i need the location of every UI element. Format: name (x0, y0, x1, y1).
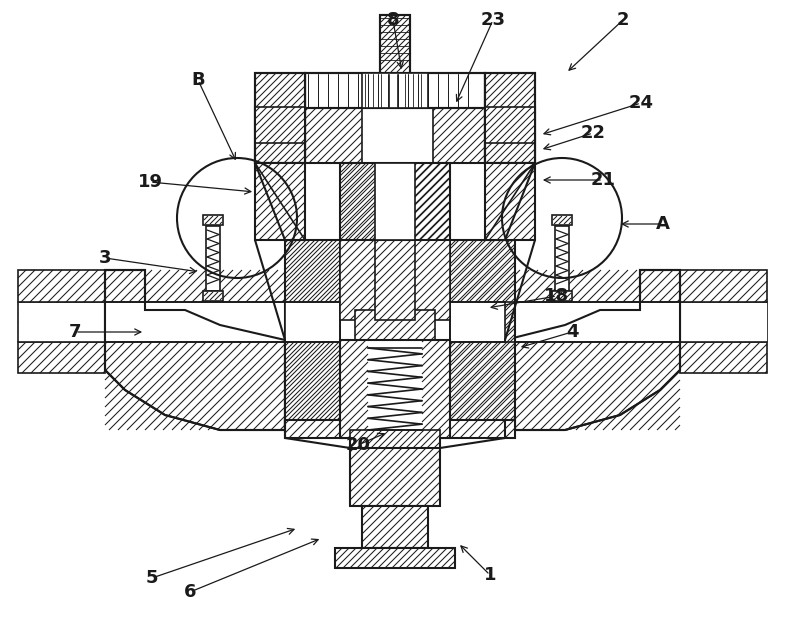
Bar (305, 107, 485, 163)
Text: 21: 21 (590, 171, 615, 189)
Bar (340, 340, 450, 438)
Bar (340, 240, 450, 385)
Bar (18, 302, 105, 342)
Bar (285, 240, 515, 430)
Bar (285, 302, 340, 342)
Text: 4: 4 (566, 323, 579, 341)
Bar (340, 163, 450, 240)
Text: 18: 18 (545, 287, 570, 305)
Bar (362, 506, 428, 548)
Text: 6: 6 (184, 583, 196, 601)
Text: 24: 24 (629, 94, 653, 112)
Bar (485, 163, 535, 240)
Text: 20: 20 (345, 436, 371, 454)
Bar (375, 162, 415, 320)
Bar (362, 107, 433, 163)
Text: 23: 23 (480, 11, 506, 29)
Bar (450, 302, 505, 342)
Bar (350, 430, 440, 448)
Text: B: B (192, 71, 205, 89)
Text: 19: 19 (137, 173, 162, 191)
Bar (206, 226, 220, 291)
Polygon shape (505, 270, 680, 430)
Text: 2: 2 (617, 11, 630, 29)
Bar (680, 270, 767, 373)
Text: 22: 22 (580, 124, 605, 142)
Text: 1: 1 (484, 566, 496, 584)
Bar (555, 226, 569, 291)
Polygon shape (105, 270, 285, 430)
Bar (680, 302, 767, 342)
Bar (350, 448, 440, 506)
Bar (203, 291, 223, 301)
Text: 7: 7 (69, 323, 82, 341)
Text: 5: 5 (146, 569, 159, 587)
Bar (355, 310, 435, 340)
Bar (485, 107, 535, 163)
Bar (340, 240, 450, 385)
Text: 3: 3 (99, 249, 111, 267)
Bar (340, 240, 450, 320)
Bar (485, 73, 535, 163)
Bar (335, 548, 455, 568)
Bar (105, 302, 285, 342)
Bar (552, 215, 572, 225)
Bar (255, 73, 305, 163)
Bar (380, 15, 410, 73)
Bar (203, 215, 223, 225)
Bar (255, 107, 305, 163)
Bar (485, 107, 535, 143)
Bar (305, 73, 485, 108)
Text: A: A (656, 215, 670, 233)
Bar (485, 73, 535, 163)
Bar (255, 107, 305, 143)
Bar (18, 270, 105, 373)
Bar (362, 73, 428, 108)
Bar (380, 15, 410, 73)
Bar (552, 291, 572, 301)
Bar (255, 163, 305, 240)
Text: 8: 8 (387, 11, 400, 29)
Bar (255, 73, 305, 163)
Bar (500, 302, 680, 342)
Bar (375, 163, 415, 240)
Bar (285, 420, 515, 438)
Bar (305, 73, 485, 108)
